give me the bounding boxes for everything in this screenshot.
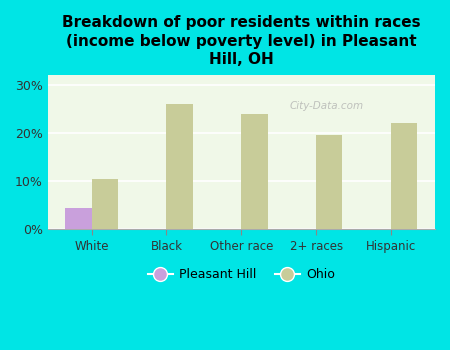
Bar — [166, 104, 193, 229]
Bar — [316, 135, 342, 229]
Legend: Pleasant Hill, Ohio: Pleasant Hill, Ohio — [143, 263, 340, 286]
Bar — [91, 179, 118, 229]
Bar — [65, 208, 91, 229]
Bar — [241, 114, 268, 229]
Title: Breakdown of poor residents within races
(income below poverty level) in Pleasan: Breakdown of poor residents within races… — [62, 15, 421, 67]
Text: City-Data.com: City-Data.com — [289, 101, 364, 111]
Bar — [391, 124, 418, 229]
